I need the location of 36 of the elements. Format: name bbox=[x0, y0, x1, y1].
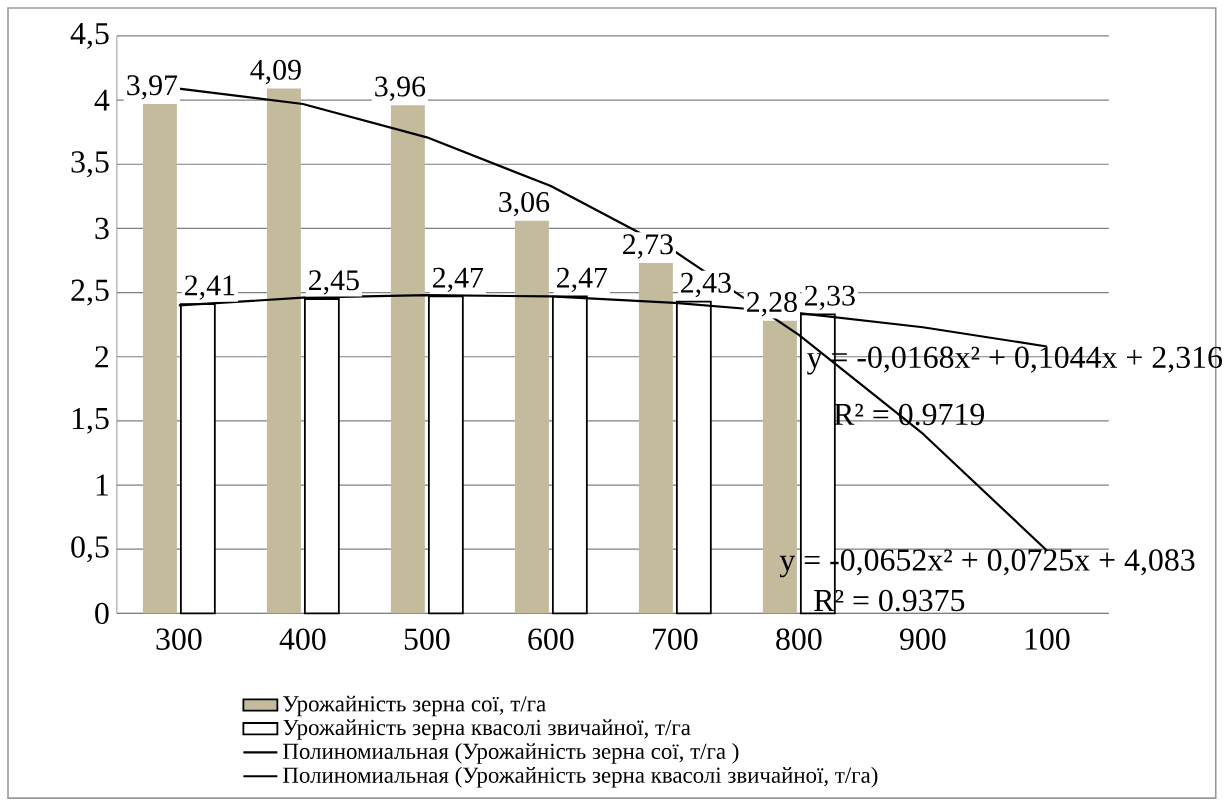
legend-label: Полиномиальная (Урожайність зерна сої, т/га ) bbox=[283, 742, 739, 764]
data-label: 2,43 bbox=[681, 272, 731, 298]
x-tick-label: 100 bbox=[1025, 628, 1070, 650]
legend-label: Урожайність зерна сої, т/га bbox=[283, 695, 546, 717]
data-label: 2,41 bbox=[185, 275, 235, 300]
y-tick-label: 3,5 bbox=[71, 151, 109, 178]
y-tick-label: 4 bbox=[94, 89, 110, 111]
y-tick-label: 0 bbox=[95, 602, 109, 625]
y-tick-label: 3 bbox=[95, 217, 109, 240]
y-tick-label: 2 bbox=[95, 346, 109, 368]
x-tick-label: 900 bbox=[900, 628, 946, 650]
data-label: 2,45 bbox=[309, 270, 359, 295]
x-tick-label: 400 bbox=[279, 628, 326, 650]
x-tick-label: 700 bbox=[653, 628, 698, 650]
data-label: 4,09 bbox=[250, 59, 301, 85]
y-tick-label: 4,5 bbox=[70, 22, 109, 49]
x-tick-label: 600 bbox=[528, 628, 574, 650]
legend-label: Полиномиальная (Урожайність зерна квасолі звичайної, т/га) bbox=[283, 766, 878, 788]
data-label: 2,28 bbox=[747, 291, 797, 317]
data-label: 2,47 bbox=[433, 267, 484, 292]
data-label: 3,96 bbox=[375, 76, 426, 101]
y-tick-label: 1 bbox=[96, 474, 108, 496]
legend-label: Урожайність зерна квасолі звичайної, т/га bbox=[283, 719, 691, 740]
data-label: 2,47 bbox=[557, 267, 608, 292]
y-tick-label: 1,5 bbox=[72, 407, 109, 434]
bar bbox=[638, 263, 673, 614]
data-label: 2,33 bbox=[805, 285, 855, 310]
x-tick-label: 800 bbox=[776, 628, 822, 650]
data-label: 3,06 bbox=[499, 191, 550, 217]
data-label: 2,73 bbox=[623, 234, 673, 259]
x-tick-label: 300 bbox=[156, 628, 202, 650]
y-tick-label: 0,5 bbox=[71, 536, 109, 563]
data-label: 3,97 bbox=[127, 75, 178, 100]
y-tick-label: 2,5 bbox=[71, 279, 109, 306]
x-tick-label: 500 bbox=[404, 628, 450, 650]
bar bbox=[390, 105, 425, 614]
